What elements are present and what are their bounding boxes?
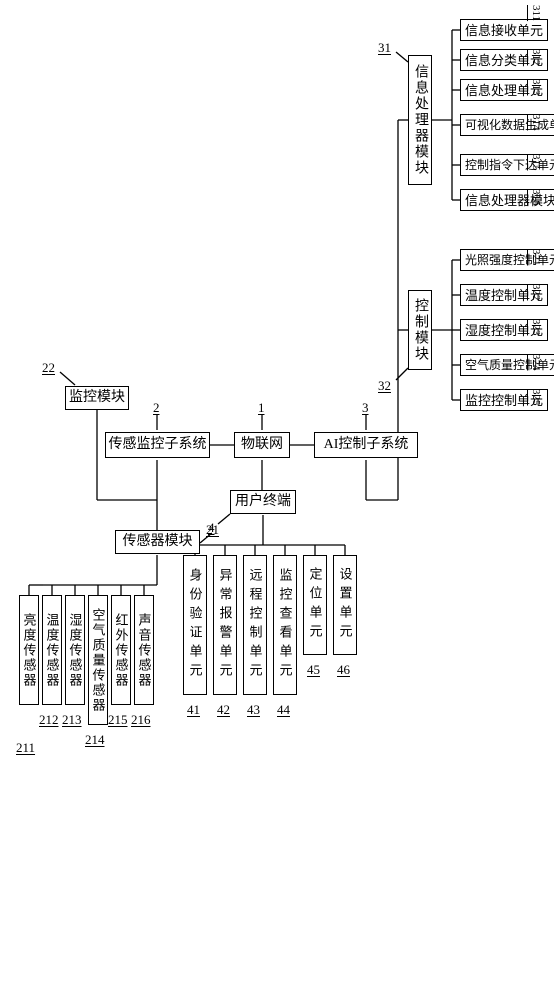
node-control-module: 控制模块 <box>408 290 432 370</box>
ref-41: 41 <box>187 702 200 718</box>
node-label: 物联网 <box>241 438 283 452</box>
ref-45: 45 <box>307 662 320 678</box>
node-sensor-1: 温度传感器 <box>42 595 62 705</box>
node-info-unit-0: 信息接收单元 <box>460 19 548 41</box>
node-user-unit-5: 设置单元 <box>333 555 357 655</box>
ref-313: 313 <box>530 79 542 96</box>
node-label: 用户终端 <box>235 495 291 509</box>
ref-213: 213 <box>62 712 82 728</box>
node-label: 定位单元 <box>309 567 322 643</box>
node-label: 红外传感器 <box>115 613 128 688</box>
node-label: 远程控制单元 <box>249 568 262 682</box>
node-label: 传感监控子系统 <box>109 438 207 452</box>
ref-311: 311 <box>530 5 542 21</box>
node-sensor-4: 红外传感器 <box>111 595 131 705</box>
ref-323: 323 <box>530 319 542 336</box>
ref-42: 42 <box>217 702 230 718</box>
ref-3: 3 <box>362 400 369 416</box>
ref-314: 314 <box>530 114 542 131</box>
node-label: 信息处理器模块 <box>413 64 427 176</box>
ref-46: 46 <box>337 662 350 678</box>
ref-1: 1 <box>258 400 265 416</box>
node-info-processor-module: 信息处理器模块 <box>408 55 432 185</box>
node-label: 传感器模块 <box>123 535 193 549</box>
node-sensor-module: 传感器模块 <box>115 530 200 554</box>
node-label: 身份验证单元 <box>189 568 202 682</box>
ref-315: 315 <box>530 154 542 171</box>
node-label: 监控模块 <box>69 391 125 405</box>
node-label: 控制模块 <box>413 298 427 362</box>
node-user-unit-2: 远程控制单元 <box>243 555 267 695</box>
node-ai-subsystem: AI控制子系统 <box>314 432 418 458</box>
ref-216: 216 <box>131 712 151 728</box>
node-label: 异常报警单元 <box>219 568 232 682</box>
ref-21: 21 <box>206 522 219 538</box>
ref-31: 31 <box>378 40 391 56</box>
node-sensor-3: 空气质量传感器 <box>88 595 108 725</box>
ref-321: 321 <box>530 249 542 266</box>
ref-312: 312 <box>530 49 542 66</box>
ref-212: 212 <box>39 712 59 728</box>
node-label: 设置单元 <box>339 567 352 643</box>
node-label: 空气质量传感器 <box>92 608 105 713</box>
ref-214: 214 <box>85 732 105 748</box>
ref-316: 316 <box>530 189 542 206</box>
node-label: 声音传感器 <box>138 613 151 688</box>
node-user-terminal: 用户终端 <box>230 490 296 514</box>
node-user-unit-0: 身份验证单元 <box>183 555 207 695</box>
ref-324: 324 <box>530 354 542 371</box>
node-label: AI控制子系统 <box>324 438 409 452</box>
ref-215: 215 <box>108 712 128 728</box>
node-iot-root: 物联网 <box>234 432 290 458</box>
node-label: 湿度传感器 <box>69 613 82 688</box>
ref-325: 325 <box>530 389 542 406</box>
ref-44: 44 <box>277 702 290 718</box>
node-user-unit-4: 定位单元 <box>303 555 327 655</box>
node-sensor-0: 亮度传感器 <box>19 595 39 705</box>
node-sensor-5: 声音传感器 <box>134 595 154 705</box>
node-sensor-2: 湿度传感器 <box>65 595 85 705</box>
node-monitor-module: 监控模块 <box>65 386 129 410</box>
ref-2: 2 <box>153 400 160 416</box>
node-user-unit-3: 监控查看单元 <box>273 555 297 695</box>
node-label: 亮度传感器 <box>23 613 36 688</box>
node-label: 信息接收单元 <box>465 24 543 37</box>
node-user-unit-1: 异常报警单元 <box>213 555 237 695</box>
node-sensor-subsystem: 传感监控子系统 <box>105 432 210 458</box>
node-label: 监控查看单元 <box>279 568 292 682</box>
node-label: 温度传感器 <box>46 613 59 688</box>
ref-22: 22 <box>42 360 55 376</box>
ref-43: 43 <box>247 702 260 718</box>
ref-32: 32 <box>378 378 391 394</box>
ref-211: 211 <box>16 740 35 756</box>
ref-322: 322 <box>530 284 542 301</box>
